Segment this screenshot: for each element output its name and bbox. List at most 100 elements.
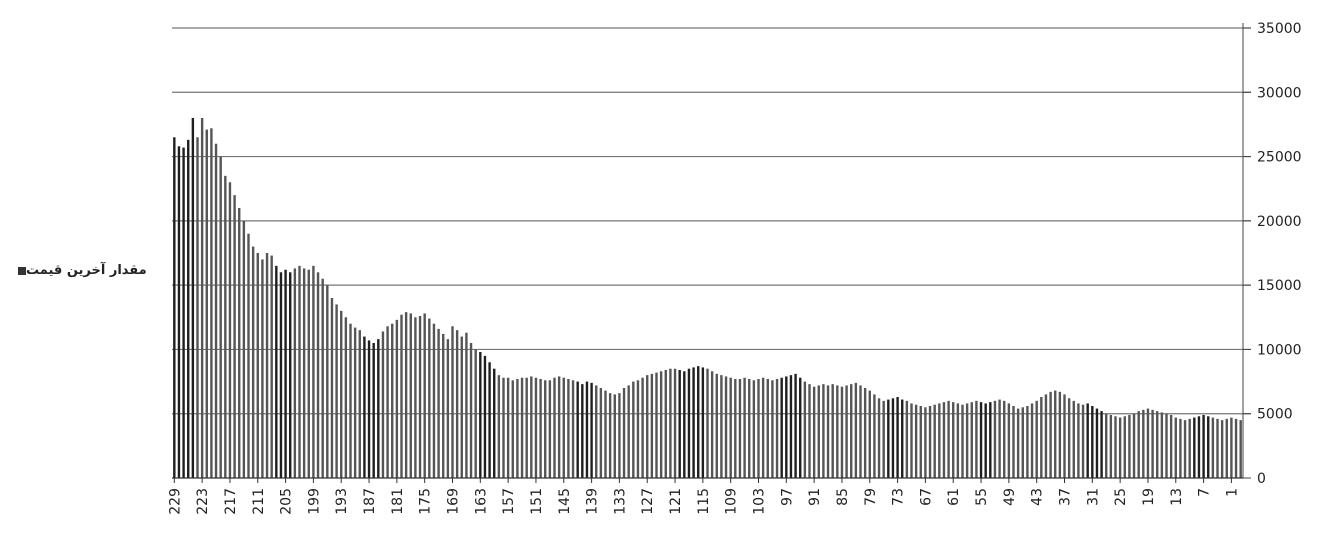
bar: [247, 233, 250, 478]
bar: [1095, 408, 1099, 478]
bar: [799, 377, 802, 478]
bar: [1049, 391, 1052, 478]
bar: [1216, 418, 1219, 478]
bar: [914, 404, 918, 478]
x-tick-label: 67: [918, 488, 934, 506]
bar: [1142, 409, 1145, 478]
bar: [901, 399, 904, 478]
bar: [752, 380, 756, 478]
bar: [655, 372, 658, 478]
bar: [214, 143, 218, 478]
bar: [581, 384, 584, 478]
bar: [1160, 412, 1164, 478]
y-tick-label: 10000: [1257, 342, 1302, 358]
bar: [771, 380, 774, 478]
bar: [182, 147, 185, 479]
bar: [284, 269, 287, 478]
bar: [293, 268, 297, 478]
bar: [275, 265, 278, 478]
x-tick-label: 151: [529, 488, 545, 515]
bar: [1146, 408, 1150, 478]
bar: [794, 373, 797, 478]
bar: [442, 334, 445, 478]
y-tick-label: 30000: [1257, 85, 1302, 101]
bar: [965, 403, 969, 478]
bar: [511, 380, 514, 478]
bar: [743, 377, 746, 478]
legend-label: مقدار آخرین قیمت: [26, 263, 147, 278]
legend-swatch: [18, 266, 26, 275]
x-tick-label: 187: [362, 488, 378, 515]
bar: [261, 259, 264, 478]
bar: [910, 403, 913, 478]
bar: [502, 377, 505, 478]
x-tick-label: 7: [1197, 488, 1213, 497]
bar: [1067, 398, 1071, 478]
bar: [859, 385, 862, 478]
bar: [265, 253, 269, 478]
bar: [381, 331, 385, 478]
bar: [590, 382, 593, 478]
bar: [446, 339, 450, 478]
bar: [544, 380, 547, 478]
x-tick-label: 205: [279, 488, 295, 515]
bar: [1183, 420, 1187, 478]
bar: [358, 330, 361, 478]
x-tick-label: 109: [724, 488, 740, 515]
bar: [599, 388, 603, 478]
legend: مقدار آخرین قیمت: [14, 263, 147, 278]
bar: [242, 220, 246, 478]
bar: [1220, 420, 1224, 478]
bar: [817, 385, 820, 478]
bar: [989, 402, 992, 478]
bar: [1100, 411, 1103, 478]
bar: [998, 399, 1001, 478]
bar: [205, 129, 208, 479]
bar: [1123, 416, 1126, 478]
bar: [289, 272, 292, 478]
bar: [228, 182, 232, 479]
bar: [557, 376, 561, 478]
x-tick-label: 91: [807, 488, 823, 506]
bar: [177, 146, 181, 479]
bar: [363, 336, 366, 478]
bar: [326, 285, 329, 478]
bar: [349, 323, 352, 478]
bar: [493, 368, 496, 478]
x-tick-label: 157: [501, 488, 517, 515]
bar: [1156, 411, 1159, 478]
bar: [595, 385, 598, 478]
bar: [891, 398, 895, 478]
bar: [1132, 413, 1136, 478]
bar: [789, 375, 793, 478]
bar: [673, 368, 677, 478]
bars: [173, 118, 1242, 479]
bar: [474, 349, 477, 478]
bar: [483, 355, 487, 478]
bar: [506, 377, 510, 478]
bar: [701, 367, 705, 478]
bar: [1016, 408, 1020, 478]
bar: [803, 381, 807, 478]
x-tick-label: 1: [1224, 488, 1240, 497]
bar: [1225, 418, 1228, 478]
bar: [1012, 406, 1015, 478]
bar: [618, 393, 621, 478]
bar: [836, 385, 839, 478]
bar: [497, 375, 501, 478]
bar: [812, 386, 816, 478]
y-tick-label: 35000: [1257, 21, 1302, 37]
x-tick-label: 163: [473, 488, 489, 515]
bar: [520, 377, 524, 478]
bar: [233, 195, 236, 478]
bar: [562, 377, 565, 478]
bar: [432, 323, 436, 478]
bar: [952, 402, 955, 478]
bar: [720, 375, 723, 478]
bar: [757, 379, 760, 478]
bar: [1169, 415, 1173, 478]
bar: [312, 265, 315, 478]
bar: [428, 318, 431, 478]
bar: [766, 379, 769, 478]
bar: [455, 330, 459, 478]
